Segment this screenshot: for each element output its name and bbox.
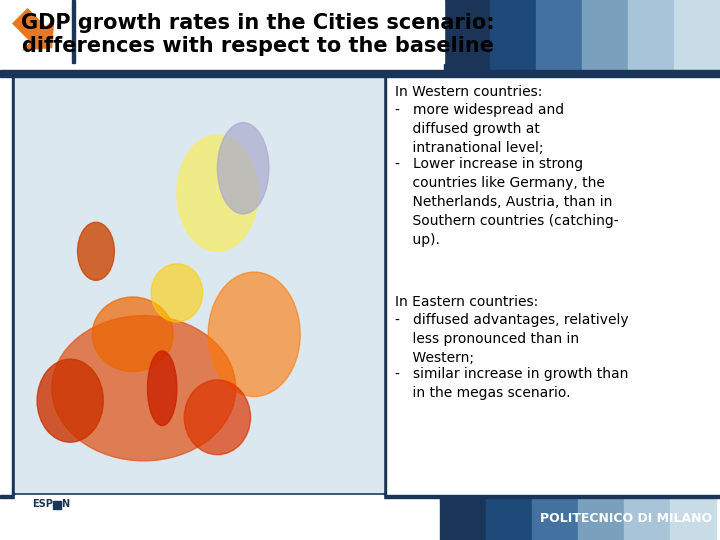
Text: differences with respect to the baseline: differences with respect to the baseline — [22, 36, 494, 56]
Bar — [582, 0, 628, 70]
Ellipse shape — [52, 315, 236, 461]
Text: -   Lower increase in strong
    countries like Germany, the
    Netherlands, Au: - Lower increase in strong countries lik… — [395, 157, 618, 247]
Ellipse shape — [148, 351, 177, 426]
Ellipse shape — [184, 380, 251, 455]
Text: POLITECNICO DI MILANO: POLITECNICO DI MILANO — [540, 512, 712, 525]
Bar — [440, 498, 486, 540]
Bar — [0, 498, 720, 540]
Bar — [0, 495, 720, 498]
Polygon shape — [12, 8, 55, 50]
Bar — [628, 0, 674, 70]
Bar — [490, 0, 536, 70]
Text: GDP growth rates in the Cities scenario:: GDP growth rates in the Cities scenario: — [21, 13, 495, 33]
Text: -   more widespread and
    diffused growth at
    intranational level;: - more widespread and diffused growth at… — [395, 103, 564, 155]
Ellipse shape — [78, 222, 114, 280]
Bar — [536, 0, 582, 70]
Ellipse shape — [208, 272, 300, 396]
Ellipse shape — [177, 135, 258, 251]
Ellipse shape — [37, 359, 104, 442]
Text: N: N — [61, 499, 69, 509]
Bar — [72, 0, 75, 63]
Text: In Western countries:: In Western countries: — [395, 85, 542, 99]
Bar — [0, 0, 720, 70]
Text: -   diffused advantages, relatively
    less pronounced than in
    Western;: - diffused advantages, relatively less p… — [395, 313, 629, 365]
Text: In Eastern countries:: In Eastern countries: — [395, 295, 539, 309]
Bar — [624, 498, 670, 540]
Bar — [0, 0, 444, 63]
Ellipse shape — [151, 264, 203, 322]
Bar — [670, 498, 716, 540]
Bar — [15, 77, 383, 492]
Bar — [674, 0, 720, 70]
Bar — [0, 70, 720, 77]
Bar — [444, 0, 490, 70]
Bar — [486, 498, 532, 540]
Text: -   similar increase in growth than
    in the megas scenario.: - similar increase in growth than in the… — [395, 367, 629, 400]
Ellipse shape — [217, 123, 269, 214]
Ellipse shape — [92, 297, 174, 372]
Bar — [15, 495, 383, 513]
Bar — [53, 501, 61, 509]
Bar — [578, 498, 624, 540]
Bar — [12, 74, 386, 495]
Text: ESP: ESP — [32, 499, 53, 509]
Bar — [532, 498, 578, 540]
